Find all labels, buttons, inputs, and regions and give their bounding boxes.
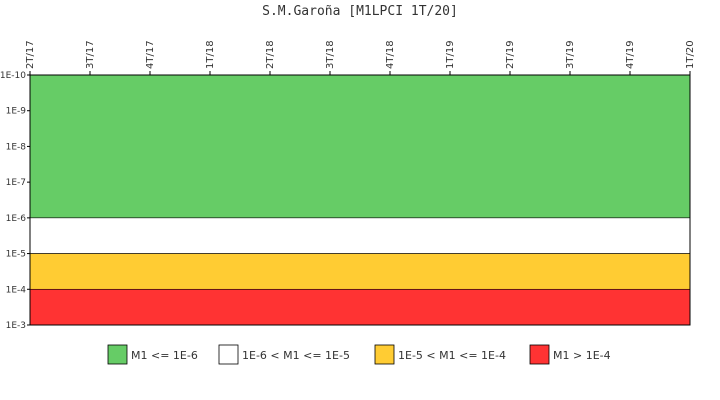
y-tick-label: 1E-5 — [6, 250, 26, 260]
y-tick-label: 1E-10 — [0, 71, 26, 81]
plot-frame — [29, 74, 691, 326]
legend-swatch-1 — [218, 344, 239, 365]
band-1 — [29, 217, 691, 254]
legend-label-3: M1 > 1E-4 — [553, 349, 611, 362]
x-tick-label: 4T/19 — [625, 40, 636, 69]
y-tick-label: 1E-3 — [6, 321, 26, 331]
x-tick-label: 3T/17 — [85, 40, 96, 69]
legend-label-1: 1E-6 < M1 <= 1E-5 — [242, 349, 350, 362]
y-axis: 1E-10 1E-9 1E-8 1E-7 1E-6 1E-5 1E-4 1E-3 — [0, 71, 30, 331]
y-tick-label: 1E-6 — [6, 214, 27, 224]
x-tick-label: 4T/18 — [385, 40, 396, 69]
chart-title: S.M.Garoña [M1LPCI 1T/20] — [262, 4, 458, 19]
legend-swatch-2 — [374, 344, 395, 365]
y-tick-label: 1E-8 — [6, 142, 27, 152]
legend-swatch-0 — [107, 344, 128, 365]
legend-label-2: 1E-5 < M1 <= 1E-4 — [398, 349, 506, 362]
x-tick-label: 1T/18 — [205, 40, 216, 69]
legend: M1 <= 1E-6 1E-6 < M1 <= 1E-5 1E-5 < M1 <= … — [107, 344, 611, 365]
x-tick-label: 1T/20 — [685, 40, 696, 69]
legend-swatch-3 — [529, 344, 550, 365]
legend-label-0: M1 <= 1E-6 — [131, 349, 198, 362]
y-tick-label: 1E-9 — [6, 107, 27, 117]
y-tick-label: 1E-7 — [6, 178, 26, 188]
x-tick-label: 2T/19 — [505, 40, 516, 69]
band-2 — [29, 253, 691, 290]
x-tick-label: 1T/19 — [445, 40, 456, 69]
x-axis: 2T/17 3T/17 4T/17 1T/18 2T/18 3T/18 4T/18 1T/19… — [25, 40, 696, 75]
bands-group — [29, 74, 691, 326]
band-3 — [29, 288, 691, 326]
y-tick-label: 1E-4 — [6, 285, 27, 295]
x-tick-label: 3T/18 — [325, 40, 336, 69]
band-0 — [29, 74, 691, 219]
x-tick-label: 2T/17 — [25, 40, 36, 69]
x-tick-label: 4T/17 — [145, 40, 156, 69]
x-tick-label: 2T/18 — [265, 40, 276, 69]
x-tick-label: 3T/19 — [565, 40, 576, 69]
